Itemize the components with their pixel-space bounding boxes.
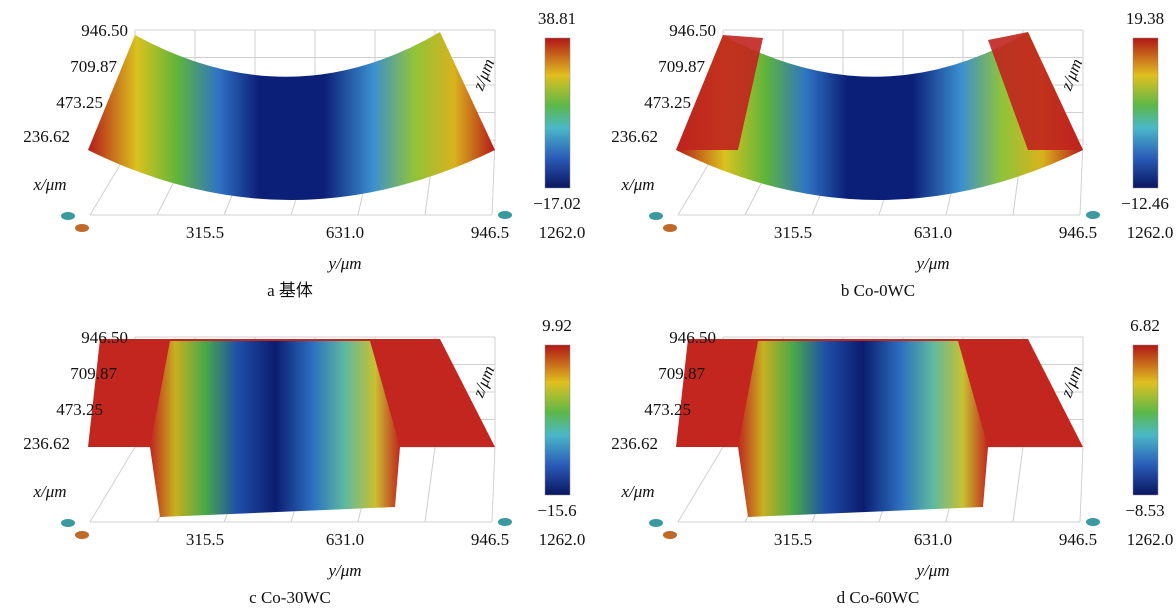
grid-line	[1080, 447, 1083, 522]
colorbar-min: −12.46	[1121, 194, 1169, 213]
colorbar-max: 9.92	[542, 316, 572, 335]
axis-icon	[498, 518, 512, 526]
colorbar	[545, 38, 570, 188]
z-axis-label: z/μm	[468, 56, 498, 94]
colorbar-max: 6.82	[1130, 316, 1160, 335]
x-tick-label: 709.87	[658, 57, 705, 76]
panel: 946.50 709.87 473.25 236.62 x/μm 315.5 631.0 94…	[611, 316, 1173, 607]
colorbar	[1133, 345, 1158, 495]
y-tick-label: 631.0	[914, 223, 952, 242]
x-tick-label: 236.62	[23, 434, 70, 453]
panel: 946.50 709.87 473.25 236.62 x/μm 315.5 631.0 94…	[23, 9, 585, 300]
y-tick-label: 315.5	[774, 530, 812, 549]
x-axis-label: x/μm	[32, 482, 66, 501]
grid-line	[425, 447, 435, 522]
grid-line	[492, 140, 495, 215]
axis-icon	[663, 224, 677, 232]
panel: 946.50 709.87 473.25 236.62 x/μm 315.5 631.0 94…	[23, 316, 585, 607]
x-axis-label: x/μm	[620, 482, 654, 501]
axis-icon	[663, 531, 677, 539]
surface-trench	[150, 341, 400, 517]
y-tick-label: 315.5	[186, 223, 224, 242]
panel-caption: b Co-0WC	[841, 281, 915, 300]
axis-icon	[1086, 211, 1100, 219]
axis-icon	[1086, 518, 1100, 526]
x-tick-label: 473.25	[56, 400, 103, 419]
y-tick-label: 1262.0	[1127, 530, 1174, 549]
panel: 946.50 709.87 473.25 236.62 x/μm 315.5 631.0 94…	[611, 9, 1173, 300]
grid-line	[1013, 447, 1023, 522]
x-tick-label: 709.87	[70, 57, 117, 76]
y-axis-label: y/μm	[326, 561, 361, 580]
y-tick-label: 946.5	[471, 530, 509, 549]
z-axis-label: z/μm	[468, 363, 498, 401]
y-tick-label: 631.0	[326, 223, 364, 242]
y-tick-label: 631.0	[914, 530, 952, 549]
grid-line	[678, 447, 723, 522]
y-tick-label: 1262.0	[539, 530, 586, 549]
surface-trench	[738, 341, 988, 517]
colorbar	[1133, 38, 1158, 188]
grid-line	[492, 447, 495, 522]
axis-icon	[649, 212, 663, 220]
axis-icon	[75, 531, 89, 539]
x-tick-label: 473.25	[644, 93, 691, 112]
y-tick-label: 1262.0	[1127, 223, 1174, 242]
y-axis-label: y/μm	[914, 561, 949, 580]
x-axis-label: x/μm	[32, 175, 66, 194]
panel-caption: a 基体	[267, 281, 313, 300]
colorbar-max: 38.81	[538, 9, 576, 28]
axis-icon	[498, 211, 512, 219]
y-tick-label: 631.0	[326, 530, 364, 549]
x-tick-label: 946.50	[81, 328, 128, 347]
grid-line	[90, 447, 135, 522]
y-tick-label: 946.5	[471, 223, 509, 242]
z-axis-label: z/μm	[1056, 363, 1086, 401]
panel-caption: d Co-60WC	[837, 588, 920, 607]
y-tick-label: 315.5	[186, 530, 224, 549]
x-tick-label: 946.50	[81, 21, 128, 40]
y-tick-label: 1262.0	[539, 223, 586, 242]
x-tick-label: 709.87	[658, 364, 705, 383]
colorbar-min: −15.6	[537, 501, 576, 520]
y-axis-label: y/μm	[326, 254, 361, 273]
colorbar-max: 19.38	[1126, 9, 1164, 28]
axis-icon	[61, 519, 75, 527]
x-tick-label: 473.25	[644, 400, 691, 419]
panel-caption: c Co-30WC	[249, 588, 331, 607]
colorbar	[545, 345, 570, 495]
x-tick-label: 473.25	[56, 93, 103, 112]
axis-icon	[75, 224, 89, 232]
grid-line	[1080, 140, 1083, 215]
y-axis-label: y/μm	[914, 254, 949, 273]
x-tick-label: 236.62	[23, 127, 70, 146]
x-tick-label: 236.62	[611, 434, 658, 453]
x-tick-label: 946.50	[669, 21, 716, 40]
x-tick-label: 709.87	[70, 364, 117, 383]
colorbar-min: −17.02	[533, 194, 581, 213]
z-axis-label: z/μm	[1056, 56, 1086, 94]
x-tick-label: 236.62	[611, 127, 658, 146]
x-axis-label: x/μm	[620, 175, 654, 194]
axis-icon	[61, 212, 75, 220]
y-tick-label: 946.5	[1059, 223, 1097, 242]
x-tick-label: 946.50	[669, 328, 716, 347]
y-tick-label: 315.5	[774, 223, 812, 242]
axis-icon	[649, 519, 663, 527]
figure: 946.50 709.87 473.25 236.62 x/μm 315.5 631.0 94…	[0, 0, 1176, 609]
colorbar-min: −8.53	[1125, 501, 1164, 520]
y-tick-label: 946.5	[1059, 530, 1097, 549]
